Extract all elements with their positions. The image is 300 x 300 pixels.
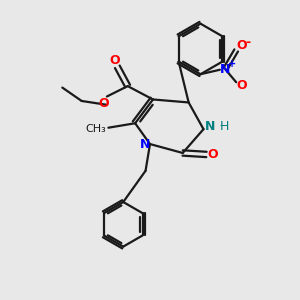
Text: O: O	[208, 148, 218, 161]
Text: O: O	[236, 40, 247, 52]
Text: N: N	[140, 138, 150, 151]
Text: O: O	[110, 54, 120, 67]
Text: O: O	[236, 79, 247, 92]
Text: H: H	[220, 120, 230, 133]
Text: +: +	[228, 59, 236, 69]
Text: N: N	[220, 63, 230, 76]
Text: CH₃: CH₃	[85, 124, 106, 134]
Text: O: O	[99, 97, 109, 110]
Text: -: -	[245, 36, 250, 49]
Text: -: -	[219, 119, 224, 132]
Text: N: N	[205, 120, 215, 133]
